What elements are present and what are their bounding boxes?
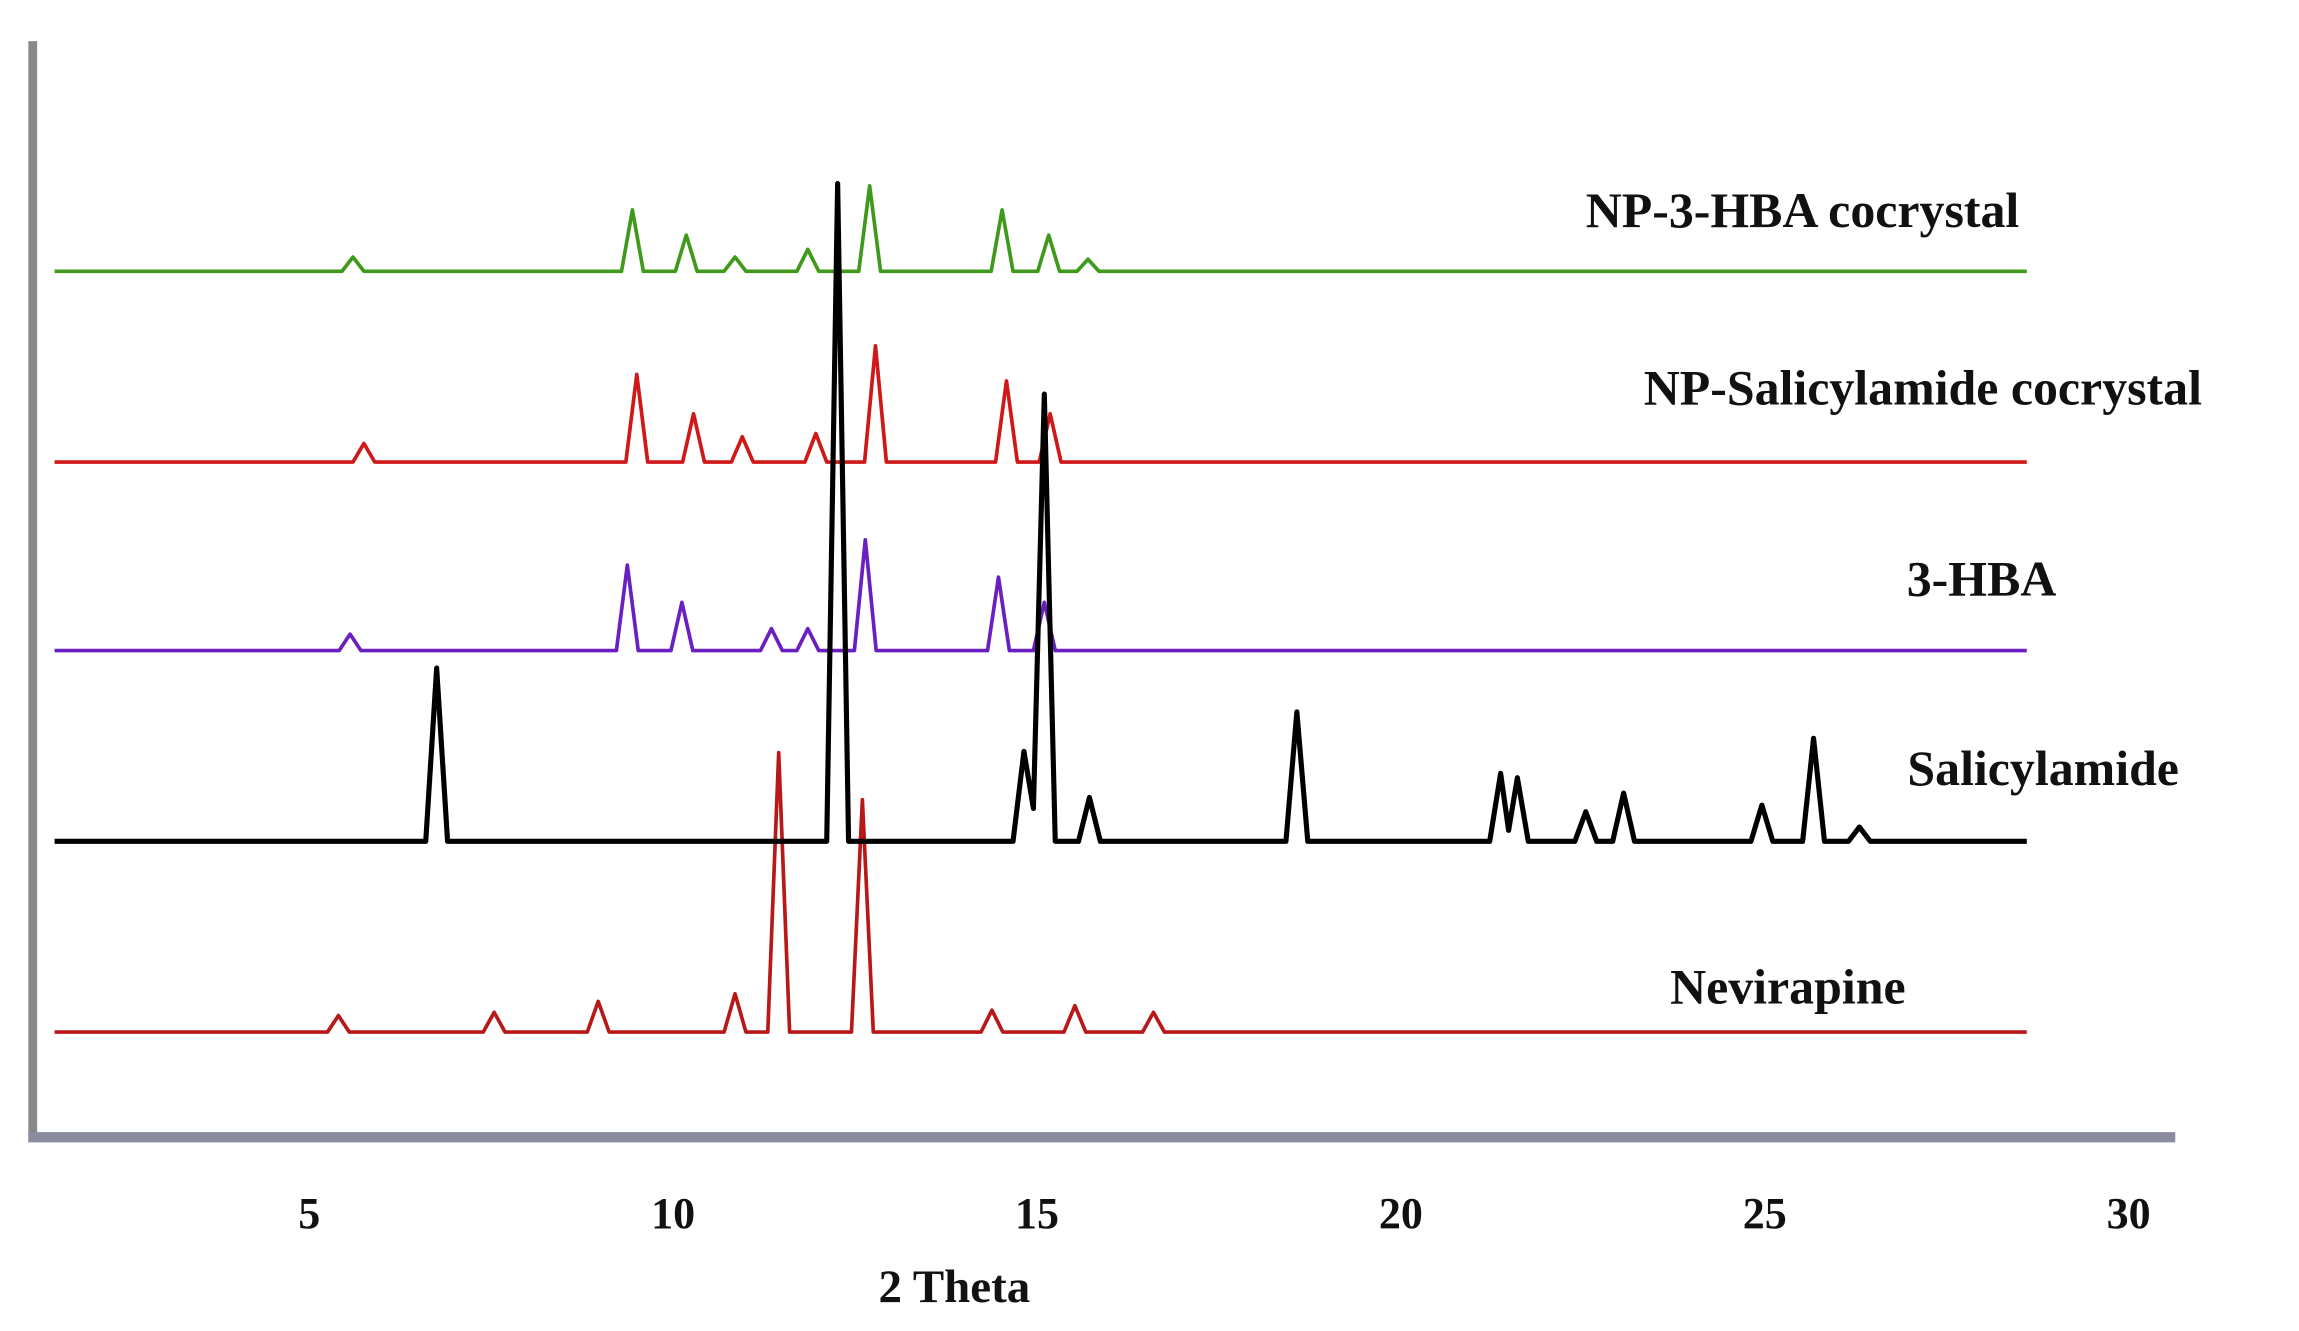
x-tick-label: 15 xyxy=(1015,1189,1059,1238)
trace xyxy=(54,343,2027,464)
x-tick-label: 20 xyxy=(1379,1189,1423,1238)
x-tick-label: 10 xyxy=(651,1189,695,1238)
x-tick-label: 25 xyxy=(1743,1189,1787,1238)
x-tick-label: 30 xyxy=(2107,1189,2151,1238)
trace-label: NP-Salicylamide cocrystal xyxy=(1644,361,2202,416)
trace xyxy=(54,181,2027,844)
x-axis-label: 2 Theta xyxy=(878,1261,1030,1313)
x-tick-label: 5 xyxy=(298,1189,320,1238)
trace xyxy=(54,750,2027,1034)
trace xyxy=(54,183,2027,274)
trace-label: NP-3-HBA cocrystal xyxy=(1586,183,2020,238)
trace xyxy=(54,538,2027,653)
trace-label: Nevirapine xyxy=(1670,959,1906,1014)
trace-label: 3-HBA xyxy=(1907,552,2057,607)
trace-label: Salicylamide xyxy=(1907,741,2179,796)
